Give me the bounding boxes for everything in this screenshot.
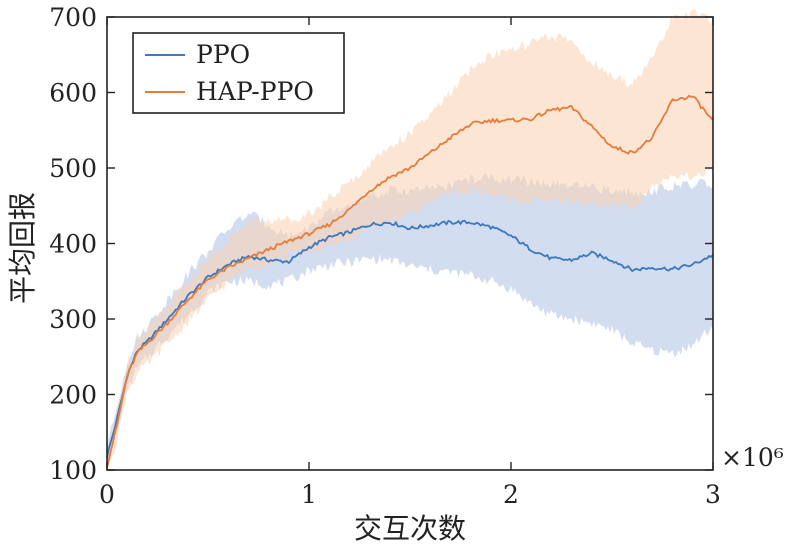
x-tick-label: 0: [99, 480, 115, 509]
y-tick-label: 200: [49, 381, 97, 410]
legend-box: [132, 32, 345, 114]
x-tick-label: 1: [301, 480, 317, 509]
band-ppo: [107, 173, 713, 468]
y-tick-label: 400: [49, 230, 97, 259]
series-line-hap-ppo: [106, 94, 714, 469]
x-tick-label: 3: [705, 480, 721, 509]
legend: PPO HAP-PPO: [132, 32, 345, 114]
legend-label-hap-ppo: HAP-PPO: [196, 77, 314, 106]
x-exponent-label: ×10⁶: [721, 443, 784, 472]
axis-ticks: 0 1 2 3 100 200 300 400 500 600 700: [49, 3, 721, 509]
x-tick-label: 2: [503, 480, 519, 509]
legend-label-ppo: PPO: [196, 40, 250, 69]
y-tick-label: 500: [49, 154, 97, 183]
y-axis-label: 平均回报: [6, 192, 39, 304]
confidence-bands: [107, 8, 713, 472]
series-line-ppo: [106, 219, 714, 458]
series-lines: [106, 94, 714, 469]
y-tick-label: 600: [49, 79, 97, 108]
y-tick-label: 700: [49, 3, 97, 32]
y-tick-label: 300: [49, 305, 97, 334]
y-tick-label: 100: [49, 456, 97, 485]
band-hap-ppo: [107, 8, 713, 472]
x-axis-label: 交互次数: [354, 512, 466, 545]
